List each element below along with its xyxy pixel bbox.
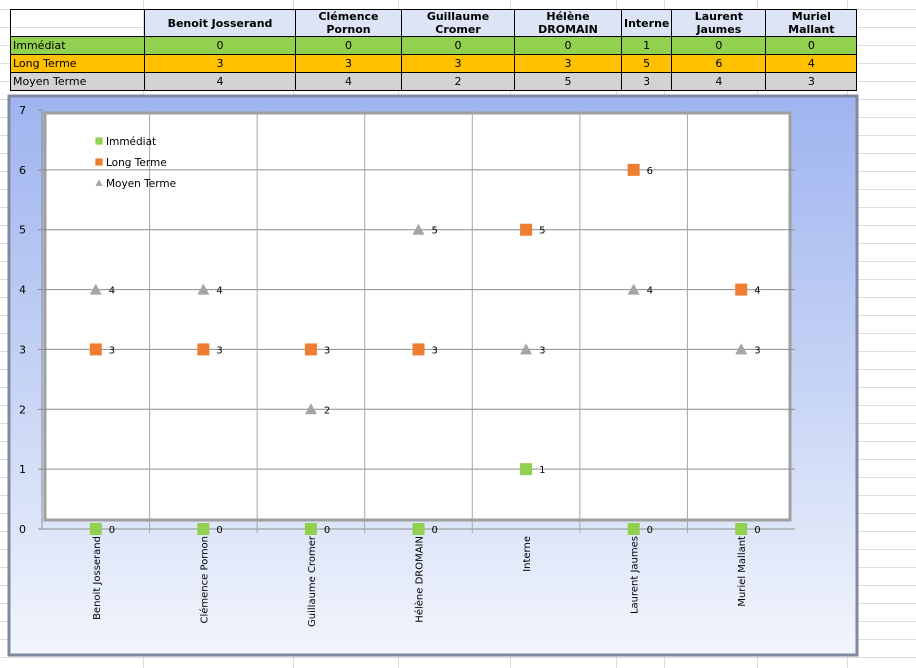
y-tick-label: 3 — [19, 343, 26, 356]
cell[interactable]: 0 — [144, 36, 296, 55]
data-point — [304, 403, 317, 415]
data-label: 3 — [109, 345, 115, 356]
data-point — [412, 343, 425, 356]
x-tick-label: Hélène DROMAIN — [414, 536, 426, 623]
data-label: 5 — [432, 226, 438, 237]
data-point — [412, 223, 425, 235]
y-tick-label: 6 — [19, 164, 26, 177]
cell[interactable]: 0 — [765, 36, 858, 55]
plot-area[interactable] — [43, 111, 792, 522]
data-label: 0 — [324, 525, 330, 536]
cell[interactable]: 3 — [620, 72, 673, 91]
header-cell[interactable]: Laurent Jaumes — [671, 9, 767, 37]
data-label: 4 — [216, 286, 222, 297]
x-tick-label: Interne — [522, 536, 533, 572]
header-cell[interactable]: Hélène DROMAIN — [514, 9, 622, 37]
data-point — [197, 523, 210, 535]
legend-label: Immédiat — [106, 136, 156, 148]
data-point — [735, 283, 748, 296]
data-label: 3 — [754, 345, 760, 356]
data-point — [735, 343, 748, 355]
data-label: 0 — [647, 525, 653, 536]
cell[interactable]: 2 — [401, 72, 515, 91]
data-point — [197, 283, 210, 295]
data-label: 3 — [216, 345, 222, 356]
data-point — [627, 523, 640, 535]
table-row: Immédiat 0 0 0 0 1 0 0 — [10, 36, 858, 55]
data-label: 0 — [754, 525, 760, 536]
legend-label: Long Terme — [106, 157, 167, 169]
legend-marker — [95, 158, 103, 166]
data-point — [735, 523, 748, 535]
data-point — [89, 283, 102, 295]
cell[interactable]: 3 — [295, 54, 402, 73]
data-label: 6 — [647, 166, 653, 177]
data-point — [412, 523, 425, 535]
row-label[interactable]: Long Terme — [10, 54, 145, 73]
table-row: Long Terme 3 3 3 3 5 6 4 — [10, 54, 858, 73]
data-point — [520, 223, 533, 236]
table-row: Moyen Terme 4 4 2 5 3 4 3 — [10, 72, 858, 91]
cell[interactable]: 3 — [765, 72, 858, 91]
legend-marker — [95, 179, 103, 186]
cell[interactable]: 3 — [514, 54, 622, 73]
data-label: 3 — [539, 345, 545, 356]
data-label: 0 — [432, 525, 438, 536]
data-point — [520, 463, 533, 476]
data-point — [520, 343, 533, 355]
x-tick-label: Clémence Pornon — [198, 536, 210, 624]
data-label: 4 — [647, 286, 653, 297]
legend-label: Moyen Terme — [106, 178, 176, 190]
x-tick-label: Laurent Jaumes — [630, 536, 641, 614]
data-label: 5 — [539, 226, 545, 237]
data-point — [89, 523, 102, 535]
row-label[interactable]: Moyen Terme — [10, 72, 145, 91]
x-tick-label: Guillaume Cromer — [307, 535, 318, 627]
cell[interactable]: 1 — [620, 36, 673, 55]
y-tick-label: 0 — [19, 523, 26, 536]
data-label: 3 — [432, 345, 438, 356]
data-label: 0 — [109, 525, 115, 536]
data-label: 4 — [754, 286, 760, 297]
data-point — [89, 343, 102, 356]
data-label: 3 — [324, 345, 330, 356]
y-tick-label: 7 — [19, 104, 26, 117]
y-tick-label: 5 — [19, 224, 26, 237]
cell[interactable]: 4 — [144, 72, 296, 91]
y-tick-label: 4 — [19, 284, 26, 297]
data-table: Benoit Josserand Clémence Pornon Guillau… — [10, 9, 858, 91]
data-point — [627, 283, 640, 295]
data-label: 1 — [539, 465, 545, 476]
y-tick-label: 1 — [19, 463, 26, 476]
data-label: 2 — [324, 405, 330, 416]
x-tick-label: Muriel Mallant — [737, 536, 748, 607]
data-point — [304, 523, 317, 535]
y-tick-label: 2 — [19, 403, 26, 416]
x-tick-label: Benoit Josserand — [92, 536, 103, 620]
data-label: 0 — [216, 525, 222, 536]
data-point — [197, 343, 210, 356]
header-cell[interactable]: Interne — [620, 9, 673, 37]
data-point — [304, 343, 317, 356]
legend-marker — [95, 137, 103, 145]
data-label: 4 — [109, 286, 115, 297]
data-point — [627, 163, 640, 176]
cell[interactable]: 0 — [514, 36, 622, 55]
cell[interactable]: 3 — [401, 54, 515, 73]
